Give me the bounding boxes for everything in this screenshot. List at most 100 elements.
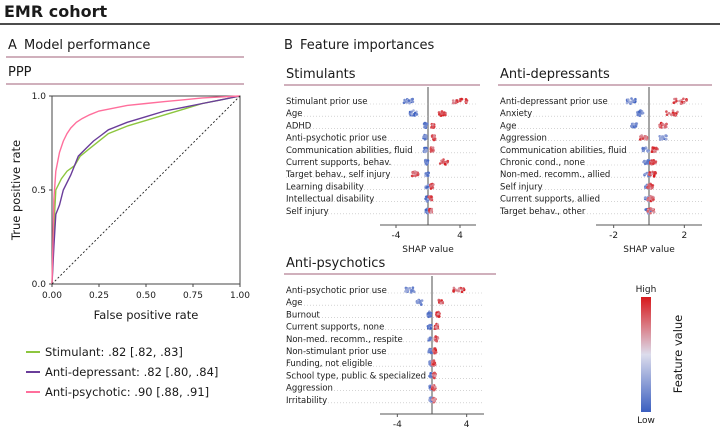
shap-point bbox=[665, 113, 669, 116]
roc-line-stimulant bbox=[51, 95, 241, 285]
shap-point bbox=[652, 146, 656, 150]
roc-line-anti-depressant bbox=[51, 95, 241, 285]
shap-point bbox=[647, 186, 650, 190]
shap-point bbox=[433, 398, 436, 402]
shap-title: Stimulants bbox=[286, 67, 356, 82]
shap-point bbox=[634, 97, 637, 101]
shap-point bbox=[636, 113, 639, 117]
shap-feature-label: Learning disability bbox=[286, 182, 364, 192]
shap-point bbox=[652, 150, 656, 154]
shap-title: Anti-psychotics bbox=[286, 256, 385, 271]
shap-point bbox=[651, 208, 655, 211]
shap-point bbox=[648, 197, 652, 200]
shap-point bbox=[411, 100, 415, 104]
shap-point bbox=[429, 197, 433, 201]
roc-ylabel: True positive rate bbox=[9, 140, 23, 241]
shap-point bbox=[430, 195, 433, 198]
shap-point bbox=[627, 98, 630, 101]
roc-subtitle: PPP bbox=[8, 65, 32, 80]
shap-point bbox=[646, 210, 650, 213]
feature-value-colorbar: High Low Feature value bbox=[636, 285, 685, 426]
shap-feature-label: Non-med. recomm., allied bbox=[500, 170, 610, 180]
figure-title: EMR cohort bbox=[4, 2, 107, 21]
shap-point bbox=[427, 171, 431, 175]
shap-point bbox=[428, 195, 431, 198]
shap-point bbox=[413, 290, 416, 294]
shap-xlabel: SHAP value bbox=[402, 245, 454, 255]
shap-feature-label: Target behav., other bbox=[499, 207, 586, 217]
colorbar-gradient bbox=[641, 297, 651, 412]
shap-feature-label: Current supports, none bbox=[286, 323, 384, 333]
shap-point bbox=[682, 97, 685, 101]
shap-point bbox=[431, 126, 434, 129]
shap-point bbox=[665, 110, 668, 113]
shap-point bbox=[411, 97, 415, 101]
shap-point bbox=[649, 211, 652, 215]
shap-point bbox=[630, 124, 633, 128]
shap-point bbox=[411, 171, 415, 175]
shap-point bbox=[438, 113, 441, 116]
shap-feature-label: Funding, not eligible bbox=[286, 359, 372, 369]
shap-feature-label: Current supports, behav. bbox=[286, 158, 391, 168]
shap-point bbox=[646, 149, 650, 152]
shap-xtick-label: -4 bbox=[392, 231, 401, 241]
shap-point bbox=[464, 98, 468, 101]
shap-point bbox=[432, 183, 435, 186]
shap-point bbox=[638, 138, 642, 141]
shap-point bbox=[650, 150, 654, 153]
shap-point bbox=[424, 172, 428, 175]
shap-point bbox=[428, 324, 432, 327]
shap-point bbox=[638, 114, 642, 117]
shap-point bbox=[438, 162, 442, 165]
shap-point bbox=[652, 211, 656, 214]
shap-point bbox=[418, 300, 422, 304]
shap-point bbox=[667, 111, 671, 115]
shap-point bbox=[414, 171, 418, 175]
shap-point bbox=[407, 99, 411, 102]
shap-point bbox=[428, 375, 432, 378]
shap-point bbox=[429, 372, 433, 375]
shap-point bbox=[643, 135, 646, 138]
shap-feature-label: Self injury bbox=[500, 182, 543, 192]
shap-point bbox=[671, 111, 675, 114]
shap-point bbox=[410, 174, 414, 178]
shap-point bbox=[457, 289, 461, 293]
shap-point bbox=[664, 125, 667, 128]
shap-point bbox=[644, 162, 648, 165]
shap-point bbox=[428, 314, 432, 317]
roc-xtick-label: 0.75 bbox=[183, 291, 203, 301]
shap-feature-label: Self injury bbox=[286, 207, 329, 217]
shap-feature-label: Age bbox=[286, 298, 302, 308]
shap-point bbox=[643, 172, 647, 176]
shap-title: Anti-depressants bbox=[500, 67, 610, 82]
shap-point bbox=[428, 362, 432, 366]
shap-xtick-label: 4 bbox=[464, 420, 470, 430]
shap-point bbox=[652, 175, 656, 178]
shap-point bbox=[433, 371, 437, 375]
shap-xtick-label: 2 bbox=[681, 231, 687, 241]
shap-feature-label: Irritability bbox=[286, 396, 327, 406]
shap-point bbox=[410, 113, 414, 116]
roc-xtick-label: 0.50 bbox=[136, 291, 156, 301]
roc-line-anti-psychotic bbox=[51, 95, 241, 285]
shap-point bbox=[644, 196, 647, 199]
shap-point bbox=[429, 209, 433, 212]
shap-feature-label: Aggression bbox=[500, 134, 547, 144]
shap-point bbox=[452, 290, 455, 293]
shap-point bbox=[651, 186, 654, 190]
shap-point bbox=[650, 196, 654, 199]
shap-point bbox=[658, 124, 662, 128]
roc-xtick-label: 0.25 bbox=[89, 291, 109, 301]
shap-point bbox=[440, 110, 444, 113]
shap-point bbox=[675, 99, 678, 103]
shap-point bbox=[405, 101, 409, 104]
shap-point bbox=[420, 299, 424, 302]
shap-point bbox=[650, 172, 654, 176]
shap-point bbox=[660, 126, 663, 129]
panel-b-title: Feature importances bbox=[300, 38, 435, 53]
shap-feature-label: Age bbox=[500, 121, 516, 131]
panel-a-title: Model performance bbox=[24, 38, 150, 53]
